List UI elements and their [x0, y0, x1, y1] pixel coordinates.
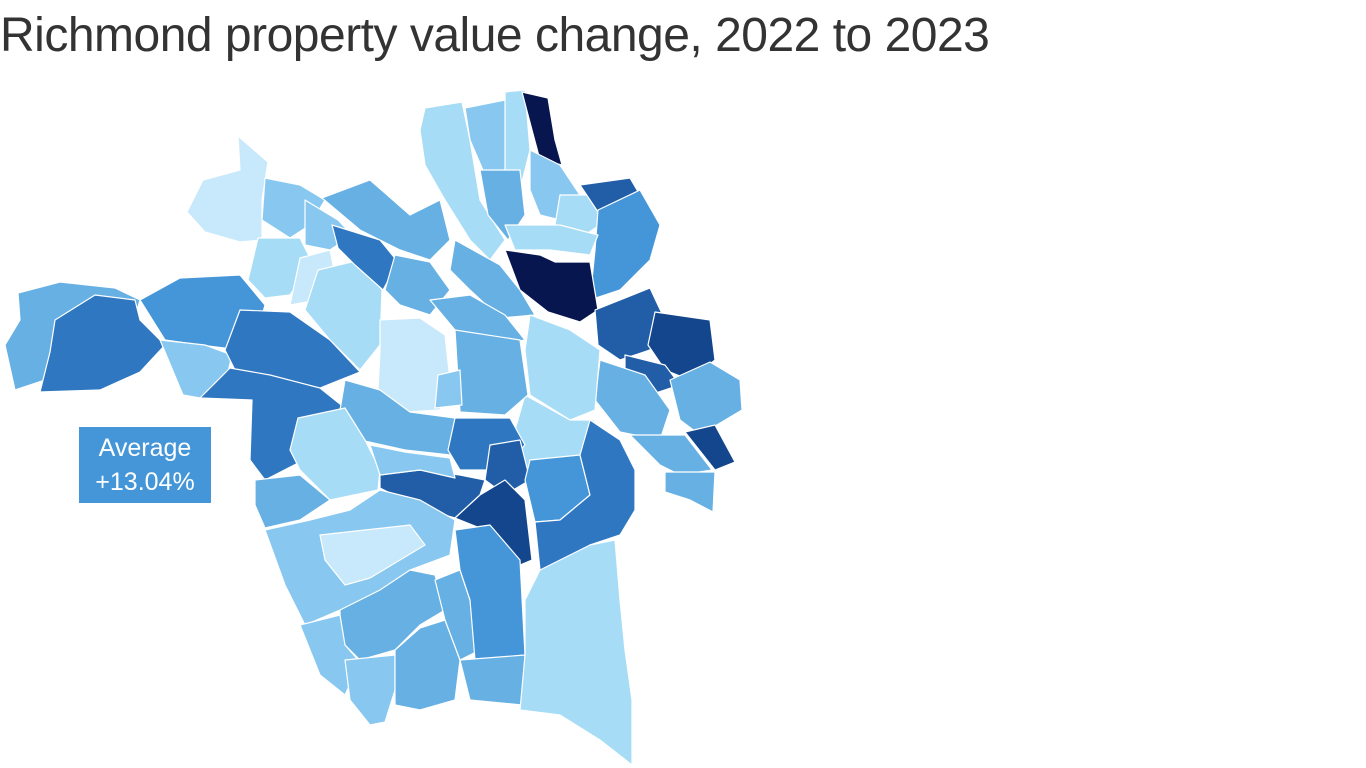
- neighborhood-region: [289, 407, 381, 501]
- neighborhood-region: [669, 361, 743, 436]
- neighborhood-region: [449, 239, 536, 319]
- neighborhood-region: [394, 619, 461, 711]
- neighborhood-region: [684, 424, 736, 471]
- neighborhood-region: [521, 91, 563, 166]
- average-callout-box: Average +13.04%: [79, 427, 211, 503]
- neighborhood-region: [504, 89, 531, 191]
- neighborhood-region: [519, 539, 633, 766]
- neighborhood-region: [39, 294, 166, 393]
- neighborhood-region: [454, 329, 529, 416]
- neighborhood-region: [459, 654, 526, 706]
- neighborhood-region: [319, 524, 426, 586]
- neighborhood-region: [594, 287, 666, 361]
- neighborhood-region: [624, 354, 681, 396]
- neighborhood-region: [377, 317, 451, 413]
- neighborhood-region: [369, 444, 456, 479]
- neighborhood-region: [434, 369, 463, 409]
- neighborhood-region: [664, 471, 716, 513]
- neighborhood-region: [254, 474, 331, 529]
- neighborhood-region: [524, 314, 601, 421]
- average-value: +13.04%: [95, 468, 195, 496]
- neighborhood-region: [454, 479, 533, 566]
- neighborhood-region: [484, 439, 531, 496]
- neighborhood-region: [344, 654, 396, 726]
- neighborhood-region: [321, 179, 451, 261]
- neighborhood-region: [186, 135, 269, 243]
- map-title: Richmond property value change, 2022 to …: [0, 9, 990, 62]
- average-label: Average: [98, 434, 192, 462]
- neighborhood-region: [504, 224, 599, 256]
- neighborhood-region: [589, 189, 661, 301]
